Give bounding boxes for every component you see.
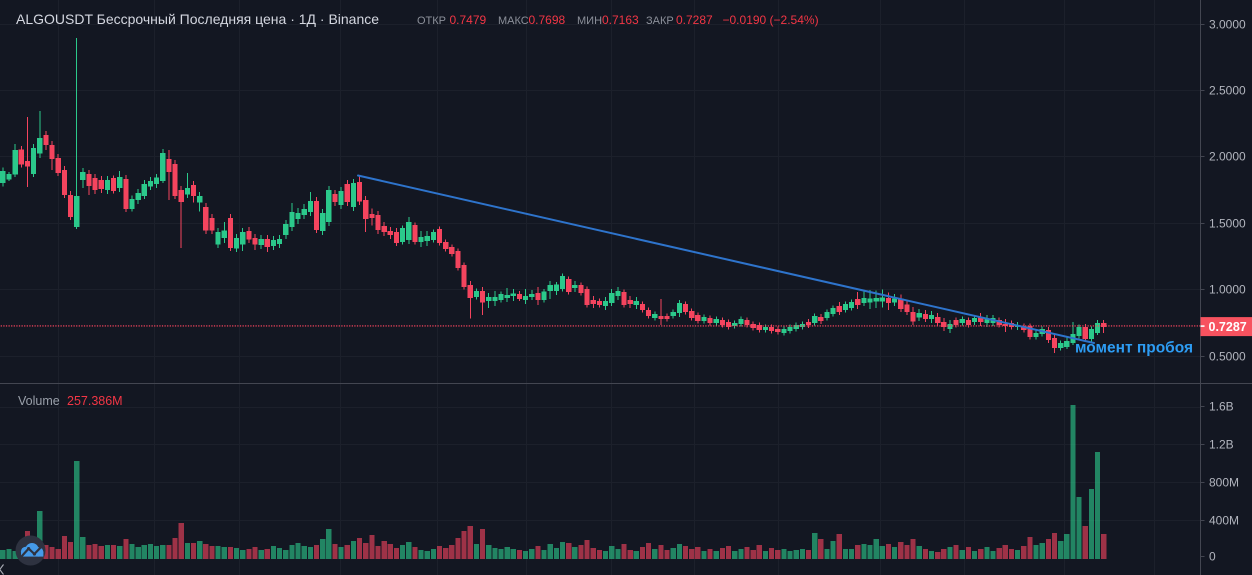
svg-text:1.6B: 1.6B: [1209, 400, 1234, 414]
svg-text:0.7163: 0.7163: [602, 13, 639, 27]
svg-text:Volume: Volume: [18, 394, 60, 408]
svg-text:800M: 800M: [1209, 476, 1239, 490]
svg-text:1.5000: 1.5000: [1209, 217, 1246, 231]
svg-text:2.0000: 2.0000: [1209, 150, 1246, 164]
svg-text:1.0000: 1.0000: [1209, 283, 1246, 297]
svg-text:МАКС: МАКС: [498, 15, 529, 27]
svg-text:момент пробоя: момент пробоя: [1075, 340, 1193, 357]
svg-text:400M: 400M: [1209, 514, 1239, 528]
svg-text:1.2B: 1.2B: [1209, 438, 1234, 452]
svg-text:0: 0: [1209, 550, 1216, 564]
svg-text:0.7479: 0.7479: [450, 13, 487, 27]
svg-text:257.386M: 257.386M: [67, 394, 123, 408]
svg-text:3.0000: 3.0000: [1209, 18, 1246, 32]
svg-text:0.7287: 0.7287: [1209, 320, 1247, 334]
svg-text:ALGOUSDT Бессрочный Последняя: ALGOUSDT Бессрочный Последняя цена · 1Д …: [16, 11, 379, 27]
svg-text:0.7287: 0.7287: [676, 13, 713, 27]
svg-text:МИН: МИН: [577, 15, 602, 27]
svg-text:−0.0190 (−2.54%): −0.0190 (−2.54%): [723, 13, 819, 27]
svg-text:ОТКР: ОТКР: [417, 15, 446, 27]
svg-text:0.5000: 0.5000: [1209, 350, 1246, 364]
svg-text:2.5000: 2.5000: [1209, 84, 1246, 98]
svg-text:0.7698: 0.7698: [529, 13, 566, 27]
svg-text:ЗАКР: ЗАКР: [646, 15, 674, 27]
